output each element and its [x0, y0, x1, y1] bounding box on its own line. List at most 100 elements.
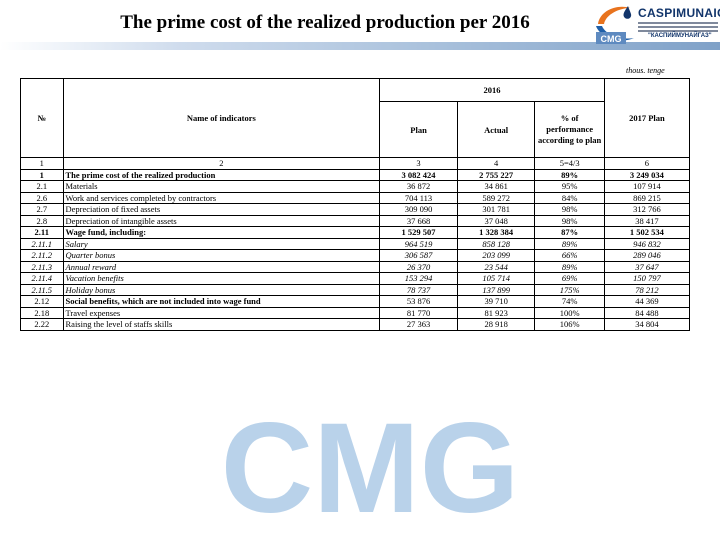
row-plan-2017-value: 34 804	[603, 318, 691, 331]
index-cell: 5=4/3	[534, 157, 605, 170]
row-plan-2017-value: 289 046	[603, 249, 691, 262]
cmg-watermark: CMG	[170, 400, 570, 530]
table-row: 2.8 Depreciation of intangible assets 37 6…	[20, 214, 691, 227]
row-plan-2017-value: 37 647	[603, 260, 691, 273]
row-plan-2017-value: 312 766	[603, 203, 691, 216]
row-performance-value: 106%	[534, 318, 605, 331]
row-plan-2017-value: 946 832	[603, 237, 691, 250]
row-indicator-name: Raising the level of staffs skills	[62, 318, 381, 331]
row-actual-value: 1 328 384	[456, 226, 536, 239]
row-performance-value: 98%	[534, 214, 605, 227]
row-number: 2.11.1	[20, 237, 64, 250]
row-performance-value: 89%	[534, 237, 605, 250]
row-indicator-name: Depreciation of intangible assets	[62, 214, 381, 227]
row-plan-value: 153 294	[379, 272, 458, 285]
header-actual: Actual	[456, 101, 536, 158]
index-cell: 2	[62, 157, 381, 170]
row-number: 2.12	[20, 295, 64, 308]
table-row: 2.11.1 Salary 964 519 858 128 89% 946 832	[20, 237, 691, 250]
table-row: 1 The prime cost of the realized producti…	[20, 168, 691, 181]
row-actual-value: 37 048	[456, 214, 536, 227]
row-performance-value: 95%	[534, 180, 605, 193]
row-number: 2.11.3	[20, 260, 64, 273]
header-no: №	[20, 78, 64, 158]
row-performance-value: 89%	[534, 168, 605, 181]
row-plan-value: 78 737	[379, 283, 458, 296]
row-indicator-name: Social benefits, which are not included …	[62, 295, 381, 308]
row-actual-value: 2 755 227	[456, 168, 536, 181]
row-number: 2.1	[20, 180, 64, 193]
row-indicator-name: Quarter bonus	[62, 249, 381, 262]
row-plan-value: 309 090	[379, 203, 458, 216]
company-logo: CMG	[596, 6, 634, 44]
table-row: 2.11.5 Holiday bonus 78 737 137 899 175% 78 2…	[20, 283, 691, 296]
row-plan-2017-value: 38 417	[603, 214, 691, 227]
row-performance-value: 74%	[534, 295, 605, 308]
row-performance-value: 175%	[534, 283, 605, 296]
row-actual-value: 81 923	[456, 306, 536, 319]
row-plan-value: 36 872	[379, 180, 458, 193]
table-row: 2.6 Work and services completed by contra…	[20, 191, 691, 204]
table-row: 2.12 Social benefits, which are not inclu…	[20, 295, 691, 308]
logo-name: CASPIMUNAIGAS	[638, 6, 720, 20]
logo-line	[638, 22, 718, 24]
page-title: The prime cost of the realized productio…	[120, 12, 530, 33]
row-number: 1	[20, 168, 64, 181]
row-plan-2017-value: 78 212	[603, 283, 691, 296]
row-plan-2017-value: 1 502 534	[603, 226, 691, 239]
index-cell: 6	[603, 157, 691, 170]
index-cell: 4	[456, 157, 536, 170]
index-cell: 3	[379, 157, 458, 170]
row-number: 2.18	[20, 306, 64, 319]
row-number: 2.8	[20, 214, 64, 227]
row-performance-value: 87%	[534, 226, 605, 239]
header-name: Name of indicators	[62, 78, 381, 158]
row-performance-value: 66%	[534, 249, 605, 262]
row-actual-value: 301 781	[456, 203, 536, 216]
row-actual-value: 105 714	[456, 272, 536, 285]
row-performance-value: 84%	[534, 191, 605, 204]
row-number: 2.7	[20, 203, 64, 216]
row-plan-2017-value: 869 215	[603, 191, 691, 204]
row-indicator-name: Travel expenses	[62, 306, 381, 319]
watermark-text: CMG	[221, 400, 520, 530]
row-indicator-name: Holiday bonus	[62, 283, 381, 296]
table-row: 2.1 Materials 36 872 34 861 95% 107 914	[20, 180, 691, 193]
row-plan-2017-value: 107 914	[603, 180, 691, 193]
row-performance-value: 98%	[534, 203, 605, 216]
table-row: 2.18 Travel expenses 81 770 81 923 100% 84 48…	[20, 306, 691, 319]
logo-line	[638, 26, 718, 28]
row-plan-value: 3 082 424	[379, 168, 458, 181]
row-actual-value: 39 710	[456, 295, 536, 308]
header-plan: Plan	[379, 101, 458, 158]
row-actual-value: 137 899	[456, 283, 536, 296]
row-plan-2017-value: 150 797	[603, 272, 691, 285]
row-actual-value: 203 099	[456, 249, 536, 262]
row-indicator-name: Depreciation of fixed assets	[62, 203, 381, 216]
logo-badge-text: CMG	[601, 34, 622, 44]
row-indicator-name: Vacation benefits	[62, 272, 381, 285]
header-plan-2017: 2017 Plan	[603, 78, 691, 158]
row-indicator-name: Salary	[62, 237, 381, 250]
header-performance: % of performance according to plan	[534, 101, 605, 158]
row-actual-value: 858 128	[456, 237, 536, 250]
table-row: 2.11.3 Annual reward 26 370 23 544 89% 37 647	[20, 260, 691, 273]
table-row: 2.22 Raising the level of staffs skills 27…	[20, 318, 691, 331]
table-row: 2.11.4 Vacation benefits 153 294 105 714 69%…	[20, 272, 691, 285]
prime-cost-table: № Name of indicators 2016 2017 Plan Plan…	[20, 78, 691, 331]
index-cell: 1	[20, 157, 64, 170]
index-row: 1 2 3 4 5=4/3 6	[20, 157, 691, 170]
row-indicator-name: The prime cost of the realized productio…	[62, 168, 381, 181]
row-number: 2.6	[20, 191, 64, 204]
row-actual-value: 34 861	[456, 180, 536, 193]
row-plan-2017-value: 84 488	[603, 306, 691, 319]
row-number: 2.11	[20, 226, 64, 239]
row-plan-value: 964 519	[379, 237, 458, 250]
logo-quote: "КАСПИЙМУНАЙГАЗ"	[648, 33, 712, 39]
row-indicator-name: Work and services completed by contracto…	[62, 191, 381, 204]
row-plan-value: 1 529 507	[379, 226, 458, 239]
table-row: 2.11.2 Quarter bonus 306 587 203 099 66% 289 …	[20, 249, 691, 262]
row-number: 2.11.2	[20, 249, 64, 262]
row-actual-value: 28 918	[456, 318, 536, 331]
table-row: 2.11 Wage fund, including: 1 529 507 1 328 …	[20, 226, 691, 239]
